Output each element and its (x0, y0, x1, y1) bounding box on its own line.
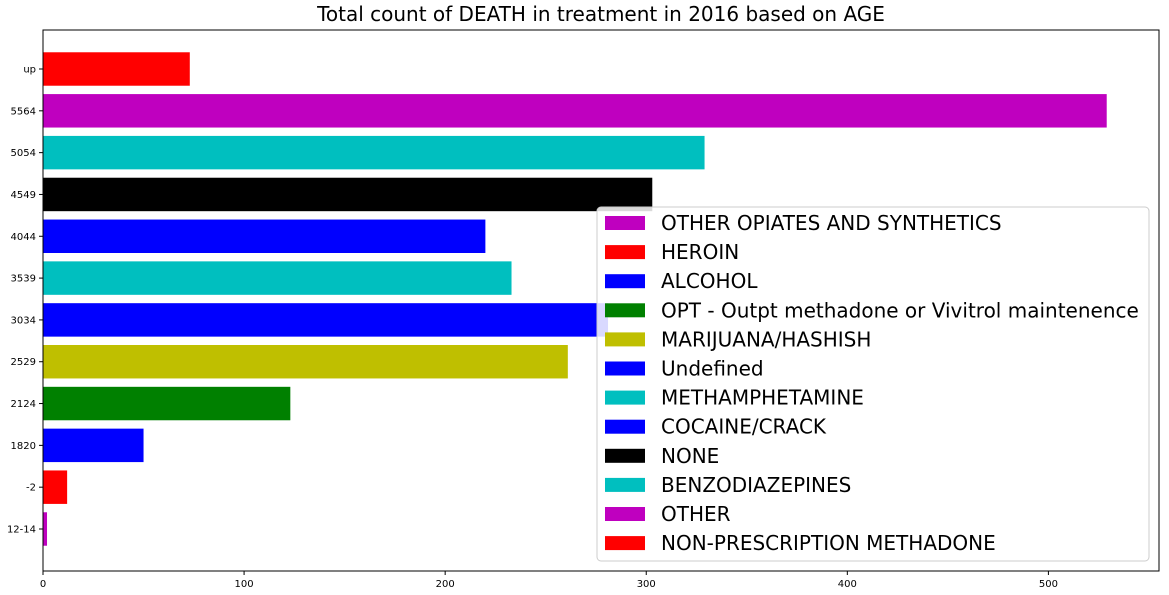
legend-label: HEROIN (661, 240, 739, 264)
y-tick-label: -2 (26, 483, 36, 494)
bar--2 (43, 470, 68, 504)
legend-label: OTHER (661, 502, 731, 526)
legend-swatch (605, 419, 645, 434)
bar-1820 (43, 428, 144, 463)
legend-swatch (605, 448, 645, 463)
legend-swatch (605, 390, 645, 405)
y-tick-label: 4044 (11, 232, 36, 243)
x-tick-label: 500 (1039, 579, 1058, 590)
y-tick-label: up (23, 65, 36, 76)
bar-3539 (43, 261, 512, 295)
y-tick-label: 2529 (11, 357, 36, 368)
x-tick-label: 100 (235, 579, 254, 590)
legend-swatch (605, 477, 645, 492)
legend-label: NONE (661, 444, 719, 468)
legend-label: OPT - Outpt methadone or Vivitrol mainte… (661, 298, 1139, 322)
x-tick-label: 300 (637, 579, 656, 590)
chart-title: Total count of DEATH in treatment in 201… (316, 2, 885, 26)
bar-5564 (43, 94, 1107, 128)
x-axis: 0 100 200 300 400 500 (40, 571, 1058, 590)
bar-4044 (43, 219, 486, 253)
bar-2529 (43, 345, 568, 379)
y-axis: 12-14 -2 1820 2124 2529 3034 3539 4044 4549 5054 5… (7, 65, 43, 536)
legend-label: COCAINE/CRACK (661, 415, 827, 439)
x-tick-label: 400 (838, 579, 857, 590)
x-tick-label: 0 (40, 579, 46, 590)
y-tick-label: 12-14 (7, 525, 36, 536)
legend-label: OTHER OPIATES AND SYNTHETICS (661, 211, 1002, 235)
bar-12-14 (43, 512, 48, 546)
bar-5054 (43, 135, 705, 170)
legend-swatch (605, 536, 645, 551)
legend-swatch (605, 303, 645, 318)
y-tick-label: 3539 (11, 274, 36, 285)
y-tick-label: 3034 (11, 315, 36, 326)
legend-swatch (605, 361, 645, 376)
y-tick-label: 5054 (11, 148, 36, 159)
bar-3034 (43, 303, 609, 337)
legend-label: METHAMPHETAMINE (661, 386, 864, 410)
legend-swatch (605, 274, 645, 289)
bar-up (43, 52, 190, 86)
y-tick-label: 4549 (11, 190, 36, 201)
y-tick-label: 5564 (11, 106, 36, 117)
bars-group (43, 52, 1107, 546)
legend: OTHER OPIATES AND SYNTHETICS HEROIN ALCOHO… (596, 206, 1150, 562)
plot-frame (42, 29, 1160, 572)
legend-swatch (605, 245, 645, 260)
bar-4549 (43, 177, 653, 212)
y-tick-label: 1820 (11, 441, 36, 452)
legend-label: MARIJUANA/HASHISH (661, 327, 871, 351)
y-tick-label: 2124 (11, 399, 36, 410)
legend-frame (596, 206, 1150, 562)
legend-label: NON-PRESCRIPTION METHADONE (661, 531, 996, 555)
legend-swatch (605, 332, 645, 347)
legend-swatch (605, 507, 645, 521)
legend-swatch (605, 216, 645, 230)
x-tick-label: 200 (436, 579, 455, 590)
legend-label: ALCOHOL (661, 269, 758, 293)
legend-label: Undefined (661, 357, 764, 381)
bar-2124 (43, 386, 291, 421)
legend-label: BENZODIAZEPINES (661, 473, 851, 497)
